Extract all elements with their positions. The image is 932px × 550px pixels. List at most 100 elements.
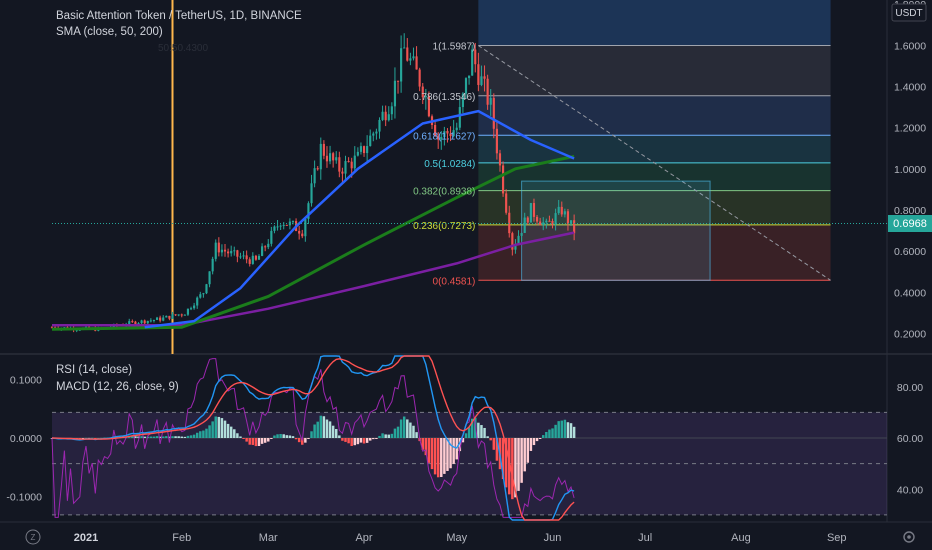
macd-line[interactable] [51,355,575,521]
candle-body[interactable] [393,80,397,107]
candle-body[interactable] [211,258,214,272]
candle-body[interactable] [152,319,156,321]
candle-body[interactable] [526,217,529,223]
candle-body[interactable] [375,131,378,134]
candle-body[interactable] [174,314,177,316]
candle-body[interactable] [177,314,180,316]
candle-body[interactable] [171,314,174,319]
candle-body[interactable] [458,107,461,128]
candle-body[interactable] [220,249,224,253]
candle-body[interactable] [264,246,267,248]
candle-body[interactable] [539,221,542,226]
candle-body[interactable] [514,243,517,250]
candle-body[interactable] [427,95,431,117]
candle-body[interactable] [242,255,245,257]
candle-body[interactable] [248,259,251,264]
candle-body[interactable] [239,256,242,258]
candle-body[interactable] [183,314,186,316]
candle-body[interactable] [471,49,474,76]
candle-body[interactable] [344,161,347,174]
candle-body[interactable] [557,206,560,214]
fib-retracement[interactable] [478,0,831,281]
candle-body[interactable] [143,320,146,324]
candle-body[interactable] [217,242,220,253]
candle-body[interactable] [501,165,505,194]
candle-body[interactable] [421,86,424,98]
timezone-icon[interactable]: Z [25,529,41,545]
sma-long-line[interactable] [52,231,575,327]
candle-body[interactable] [313,168,316,184]
candle-body[interactable] [468,75,471,79]
candle-body[interactable] [267,243,270,248]
candle-body[interactable] [159,317,162,321]
candle-body[interactable] [372,133,375,136]
candle-body[interactable] [233,250,236,252]
candle-body[interactable] [162,317,165,321]
candle-body[interactable] [495,128,498,154]
candle-body[interactable] [424,95,427,98]
candle-body[interactable] [186,308,190,315]
candle-body[interactable] [498,153,502,166]
candle-body[interactable] [569,220,573,224]
candle-body[interactable] [155,317,159,320]
candle-body[interactable] [146,320,149,324]
candle-body[interactable] [261,246,264,256]
candle-body[interactable] [390,106,393,115]
candle-body[interactable] [362,146,366,154]
fib-trend-line[interactable] [478,45,831,281]
candle-body[interactable] [316,168,319,170]
candle-body[interactable] [396,80,400,82]
candle-body[interactable] [560,206,563,215]
price-axis[interactable]: 1.80001.60001.40001.20001.00000.80000.60… [894,0,926,340]
candle-body[interactable] [301,233,304,237]
candle-body[interactable] [529,203,532,223]
candle-body[interactable] [223,249,227,252]
candle-body[interactable] [205,284,208,294]
candle-body[interactable] [332,153,335,161]
candle-body[interactable] [189,308,193,310]
candle-body[interactable] [227,251,230,254]
candle-body[interactable] [517,235,520,244]
candle-body[interactable] [418,69,421,87]
candle-body[interactable] [196,297,199,306]
candle-body[interactable] [350,161,353,169]
candle-body[interactable] [477,64,480,85]
candle-body[interactable] [535,216,539,222]
candle-body[interactable] [511,233,514,250]
lower-pane-axes[interactable]: 0.1000 0.0000 -0.1000 80.00 60.00 40.00 [6,374,923,503]
candle-body[interactable] [180,314,183,316]
candle-body[interactable] [554,213,557,225]
candle-body[interactable] [131,321,134,323]
candle-body[interactable] [165,315,168,318]
candle-body[interactable] [443,130,446,137]
candle-body[interactable] [359,146,363,152]
candle-body[interactable] [128,321,131,325]
candle-body[interactable] [230,250,233,254]
candle-body[interactable] [270,230,273,244]
candle-body[interactable] [406,47,409,61]
candle-body[interactable] [193,305,196,309]
candle-body[interactable] [328,153,332,162]
candle-body[interactable] [461,93,464,108]
candle-body[interactable] [400,48,403,82]
candle-body[interactable] [134,321,137,325]
candle-body[interactable] [523,217,526,233]
candle-body[interactable] [356,151,359,156]
candle-body[interactable] [566,211,570,224]
candle-body[interactable] [412,56,415,59]
candle-body[interactable] [251,255,254,264]
candle-body[interactable] [548,220,551,222]
candle-body[interactable] [508,212,511,234]
candle-body[interactable] [403,47,406,49]
candle-body[interactable] [257,255,261,260]
candle-body[interactable] [492,97,495,129]
candle-body[interactable] [236,250,239,257]
candle-body[interactable] [573,220,576,234]
candle-body[interactable] [483,76,486,79]
candle-body[interactable] [137,323,140,325]
candle-body[interactable] [273,226,276,231]
candle-body[interactable] [347,161,350,163]
candle-body[interactable] [542,222,545,226]
